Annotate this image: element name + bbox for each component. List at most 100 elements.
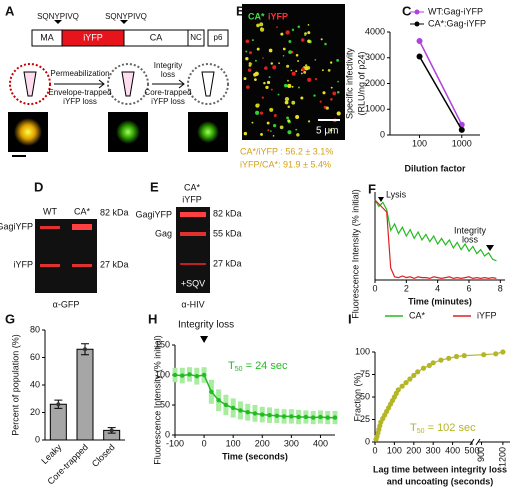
virion [187, 63, 229, 105]
t50-subscript: 50 [235, 366, 243, 373]
spot [260, 27, 263, 30]
x-tick-label: 400 [313, 438, 328, 448]
spot [261, 96, 264, 99]
spot [255, 110, 260, 115]
spot [267, 129, 270, 132]
y-tick-label: 50 [160, 399, 170, 409]
spot [247, 68, 252, 72]
step-label: Permeabilization [50, 69, 109, 78]
spot [266, 80, 271, 85]
x-tick-label: 8 [498, 283, 503, 293]
domain-box [207, 29, 229, 47]
spot [277, 93, 280, 96]
spot [288, 50, 292, 55]
spot [307, 77, 312, 82]
point [416, 53, 423, 60]
spot [337, 90, 340, 94]
x-tick-label: -100 [166, 438, 184, 448]
spot [285, 30, 290, 35]
point [453, 353, 460, 360]
x-tick-label: 100 [226, 438, 241, 448]
spot [278, 62, 281, 65]
spot [295, 128, 298, 131]
blot [176, 207, 210, 293]
t50-symbol: T [228, 360, 235, 372]
spot [324, 42, 327, 46]
x-tick-label: 0 [372, 283, 377, 293]
spot [291, 85, 294, 88]
y-tick-label: 2000 [365, 78, 385, 88]
micrograph-spot [116, 120, 140, 144]
t50-subscript: 50 [417, 428, 425, 435]
point [446, 355, 452, 361]
data-point [83, 347, 87, 352]
step-label: iYFP loss [63, 97, 97, 106]
x-axis-label: Dilution factor [405, 163, 466, 173]
point [238, 408, 243, 413]
spot [301, 38, 305, 42]
bar [49, 403, 67, 441]
spot [303, 70, 307, 74]
point [245, 410, 250, 415]
point [403, 380, 409, 386]
virion [9, 63, 51, 105]
point [274, 413, 280, 418]
spot [256, 103, 260, 107]
x-tick-label: 1200 [497, 447, 507, 467]
point [296, 414, 301, 420]
spot [307, 39, 311, 44]
band [180, 232, 206, 236]
t50-value: = 24 sec [243, 360, 288, 372]
panel-letter: A [5, 3, 15, 18]
spot [301, 67, 306, 71]
spot [321, 69, 324, 72]
legend-marker [414, 9, 420, 15]
panel-letter: D [34, 179, 43, 194]
spot [254, 59, 257, 62]
band-label: GagiYFP [135, 209, 172, 219]
spot [286, 116, 289, 120]
marker-label: 27 kDa [100, 259, 129, 269]
spot [245, 39, 250, 44]
x-axis-label: and uncoating (seconds) [387, 476, 494, 486]
y-axis-label: Specific infectivity [344, 47, 354, 119]
x-tick-label: 100 [387, 445, 402, 455]
bar [76, 348, 94, 441]
x-tick-label: 300 [426, 445, 441, 455]
point [281, 414, 287, 419]
marker-label: 55 kDa [213, 228, 242, 238]
x-tick-label: 0 [202, 438, 207, 448]
point [310, 415, 316, 420]
x-axis-label: Lag time between integrity loss [373, 464, 507, 474]
spot [330, 61, 333, 64]
annotation: Integrity [454, 225, 487, 235]
domain-label: iYFP [83, 32, 103, 42]
point [216, 398, 221, 403]
spot [307, 31, 311, 35]
spot [287, 119, 291, 123]
spot [249, 51, 253, 55]
spot [243, 131, 248, 136]
spot [282, 47, 286, 51]
spot [270, 62, 274, 65]
spot [272, 65, 277, 70]
spot [243, 77, 247, 81]
point [461, 353, 467, 359]
scale-label: 5 μm [316, 126, 338, 137]
series-line [374, 199, 497, 280]
spot [313, 94, 316, 97]
y-tick-label: 1000 [365, 104, 385, 114]
spot [300, 96, 304, 100]
y-axis-label: Fraction (%) [352, 372, 362, 421]
point [303, 414, 309, 420]
spot [280, 32, 284, 36]
cleavage-site: SQNYPIVQ [105, 12, 147, 21]
virion [107, 63, 149, 105]
spot [291, 100, 296, 105]
domain-label: p6 [214, 33, 223, 42]
point [194, 374, 200, 379]
spot [282, 54, 285, 57]
colocalization: iYFP/CA*: 91.9 ± 5.4% [240, 159, 331, 169]
spot [268, 76, 271, 79]
point [411, 372, 417, 378]
